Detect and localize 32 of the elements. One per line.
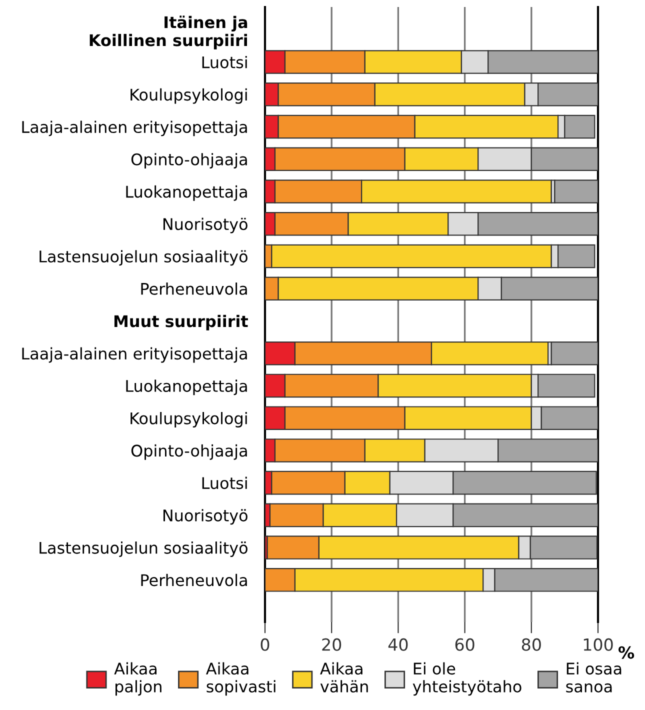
y-tick-label: Laaja-alainen erityisopettaja (22, 120, 247, 136)
y-tick-label: Luotsi (202, 56, 247, 68)
y-tick-label: Luokanopettaja (126, 380, 247, 396)
x-tick-label: 100 (584, 638, 613, 651)
y-tick-label: Nuorisotyö (163, 509, 248, 525)
bar (550, 341, 598, 366)
legend-label: Aikaa sopivasti (206, 662, 276, 696)
bar (554, 180, 598, 204)
y-tick-label: Muut suurpiirit (114, 314, 248, 330)
x-axis-title: % (618, 646, 634, 659)
x-tick-label: 40 (388, 638, 408, 651)
legend-label: Aikaa vähän (320, 662, 368, 693)
y-tick-label: Itäinen ja Koillinen suurpiiri (90, 16, 248, 50)
y-tick-label: Lastensuojelun sosiaalityö (40, 250, 248, 266)
x-tick-label: 80 (522, 638, 541, 651)
y-tick-label: Perheneuvola (141, 282, 247, 295)
x-tick-label: 0 (260, 638, 270, 651)
y-tick-label: Laaja-alainen erityisopettaja (22, 347, 247, 363)
y-tick-label: Luotsi (202, 476, 247, 490)
y-tick-label: Nuorisotyö (163, 218, 248, 234)
y-tick-label: Opinto-ohjaaja (131, 153, 247, 169)
x-tick-label: 20 (322, 638, 342, 651)
x-tick-label: 60 (455, 638, 474, 651)
y-tick-label: Perheneuvola (141, 574, 247, 586)
y-tick-label: Koulupsykologi (130, 412, 247, 428)
legend-label: Ei ole yhteistyötaho (412, 662, 522, 696)
legend-label: Aikaa paljon (114, 662, 162, 696)
y-tick-label: Luokanopettaja (126, 185, 247, 201)
y-tick-label: Koulupsykologi (130, 88, 247, 104)
y-tick-label: Lastensuojelun sosiaalityö (40, 541, 248, 557)
y-tick-label: Opinto-ohjaaja (131, 444, 247, 460)
legend-label: Ei osaa sanoa (566, 662, 622, 693)
